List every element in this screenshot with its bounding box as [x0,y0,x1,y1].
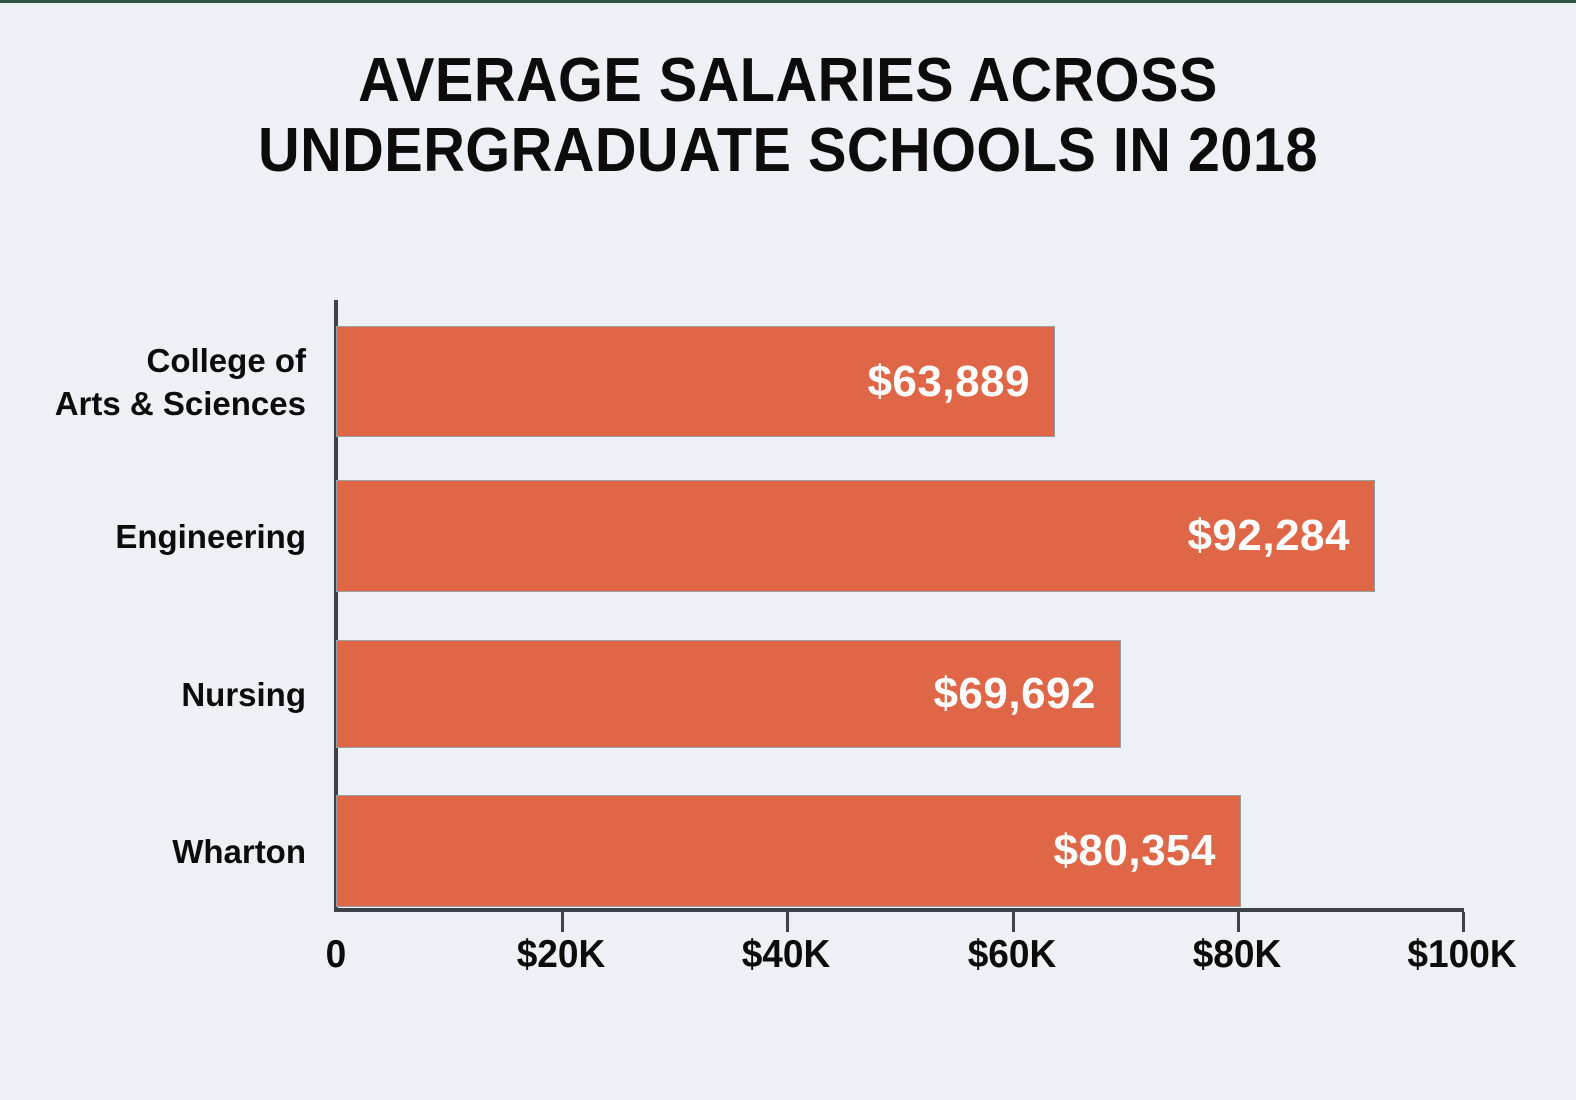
bar-value-label: $69,692 [933,669,1096,718]
category-label: Wharton [172,832,306,870]
bar: $80,354 [336,795,1241,907]
x-axis-tick-label: $80K [1192,933,1282,976]
bar: $92,284 [336,480,1375,592]
x-axis-tick-label: 0 [325,933,347,976]
category-label: College of Arts & Sciences [54,341,306,422]
bar-value-label: $63,889 [867,356,1030,406]
x-axis-tick [561,912,564,932]
chart-title-line-2: UNDERGRADUATE SCHOOLS IN 2018 [257,116,1319,185]
y-axis-line [334,300,338,912]
bar: $63,889 [336,326,1055,437]
x-axis-line [334,908,1464,912]
bar-value-label: $80,354 [1053,826,1216,875]
x-axis-tick-label: $40K [741,933,831,976]
category-label: Engineering [115,517,306,555]
x-axis-tick [786,912,789,932]
x-axis-tick [1012,912,1015,932]
chart-title: AVERAGE SALARIES ACROSS UNDERGRADUATE SC… [55,46,1521,186]
x-axis-tick-label: $60K [967,933,1057,976]
x-axis-tick-label: $100K [1407,933,1517,976]
bar-value-label: $92,284 [1187,511,1350,560]
top-accent-rule [0,0,1576,3]
bar: $69,692 [336,640,1121,748]
category-label: Nursing [181,675,306,713]
x-axis-tick [1237,912,1240,932]
chart-title-line-1: AVERAGE SALARIES ACROSS [358,46,1218,115]
x-axis-tick-label: $20K [516,933,606,976]
x-axis-tick [1462,912,1465,932]
